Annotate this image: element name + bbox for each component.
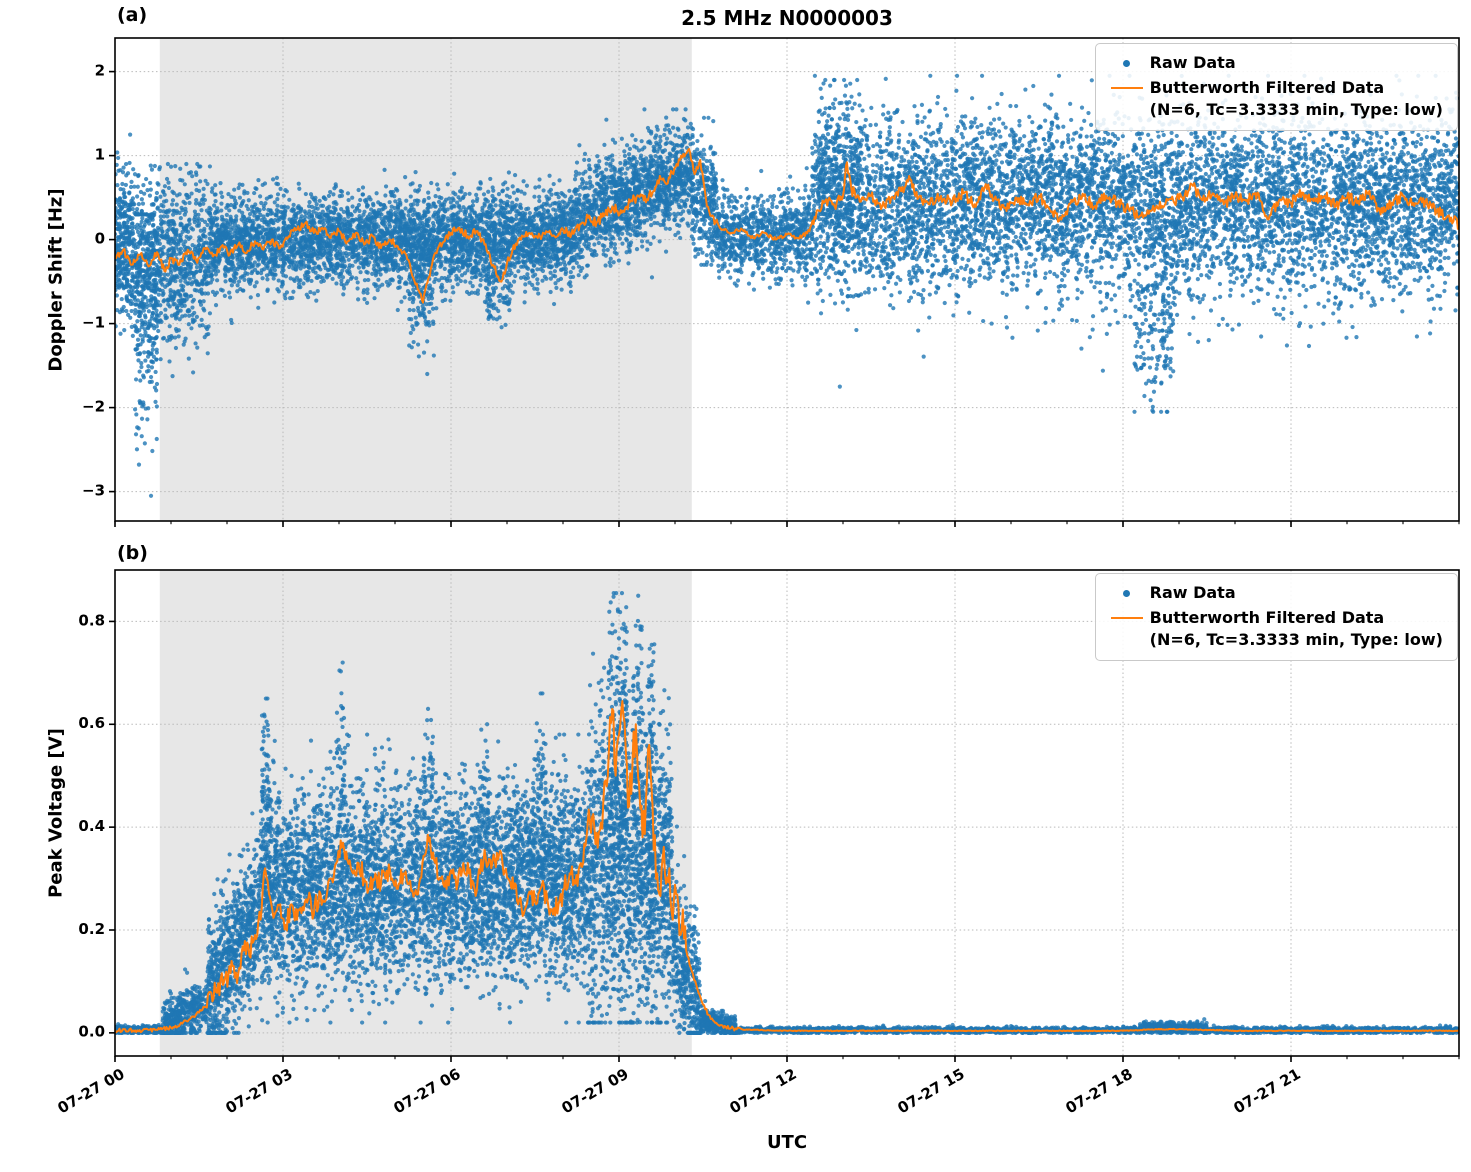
chart-title: 2.5 MHz N0000003 bbox=[681, 6, 893, 30]
panel-label-b: (b) bbox=[117, 542, 148, 564]
legend-filtered-label: Butterworth Filtered Data (N=6, Tc=3.333… bbox=[1150, 607, 1443, 651]
legend-filtered-line1: Butterworth Filtered Data bbox=[1149, 608, 1385, 628]
legend-filtered-label: Butterworth Filtered Data (N=6, Tc=3.333… bbox=[1150, 77, 1443, 121]
legend-filtered-line2: (N=6, Tc=3.3333 min, Type: low) bbox=[1149, 100, 1443, 120]
raw-data-dot-icon bbox=[1123, 59, 1131, 67]
filtered-data-line-icon bbox=[1110, 617, 1143, 620]
legend-item-filtered: Butterworth Filtered Data (N=6, Tc=3.333… bbox=[1104, 77, 1443, 121]
raw-data-marker-wrap bbox=[1104, 582, 1150, 604]
filtered-data-marker-wrap bbox=[1104, 77, 1150, 99]
legend-item-raw: Raw Data bbox=[1104, 582, 1443, 604]
filtered-data-marker-wrap bbox=[1104, 607, 1150, 629]
raw-data-dot-icon bbox=[1123, 589, 1131, 597]
legend-raw-label: Raw Data bbox=[1149, 583, 1236, 602]
raw-data-marker-wrap bbox=[1104, 52, 1150, 74]
panel-label-a: (a) bbox=[117, 4, 148, 26]
legend-filtered-line2: (N=6, Tc=3.3333 min, Type: low) bbox=[1149, 630, 1443, 650]
legend-item-raw: Raw Data bbox=[1104, 52, 1443, 74]
legend-filtered-line1: Butterworth Filtered Data bbox=[1149, 78, 1385, 98]
y-axis-label-voltage: Peak Voltage [V] bbox=[45, 728, 67, 898]
filtered-data-line-icon bbox=[1110, 87, 1143, 90]
legend-raw-label: Raw Data bbox=[1149, 53, 1236, 72]
legend-a: Raw Data Butterworth Filtered Data (N=6,… bbox=[1094, 43, 1458, 132]
legend-item-filtered: Butterworth Filtered Data (N=6, Tc=3.333… bbox=[1104, 607, 1443, 651]
legend-b: Raw Data Butterworth Filtered Data (N=6,… bbox=[1094, 573, 1458, 662]
y-axis-label-doppler: Doppler Shift [Hz] bbox=[45, 188, 67, 372]
x-axis-label: UTC bbox=[766, 1132, 808, 1153]
